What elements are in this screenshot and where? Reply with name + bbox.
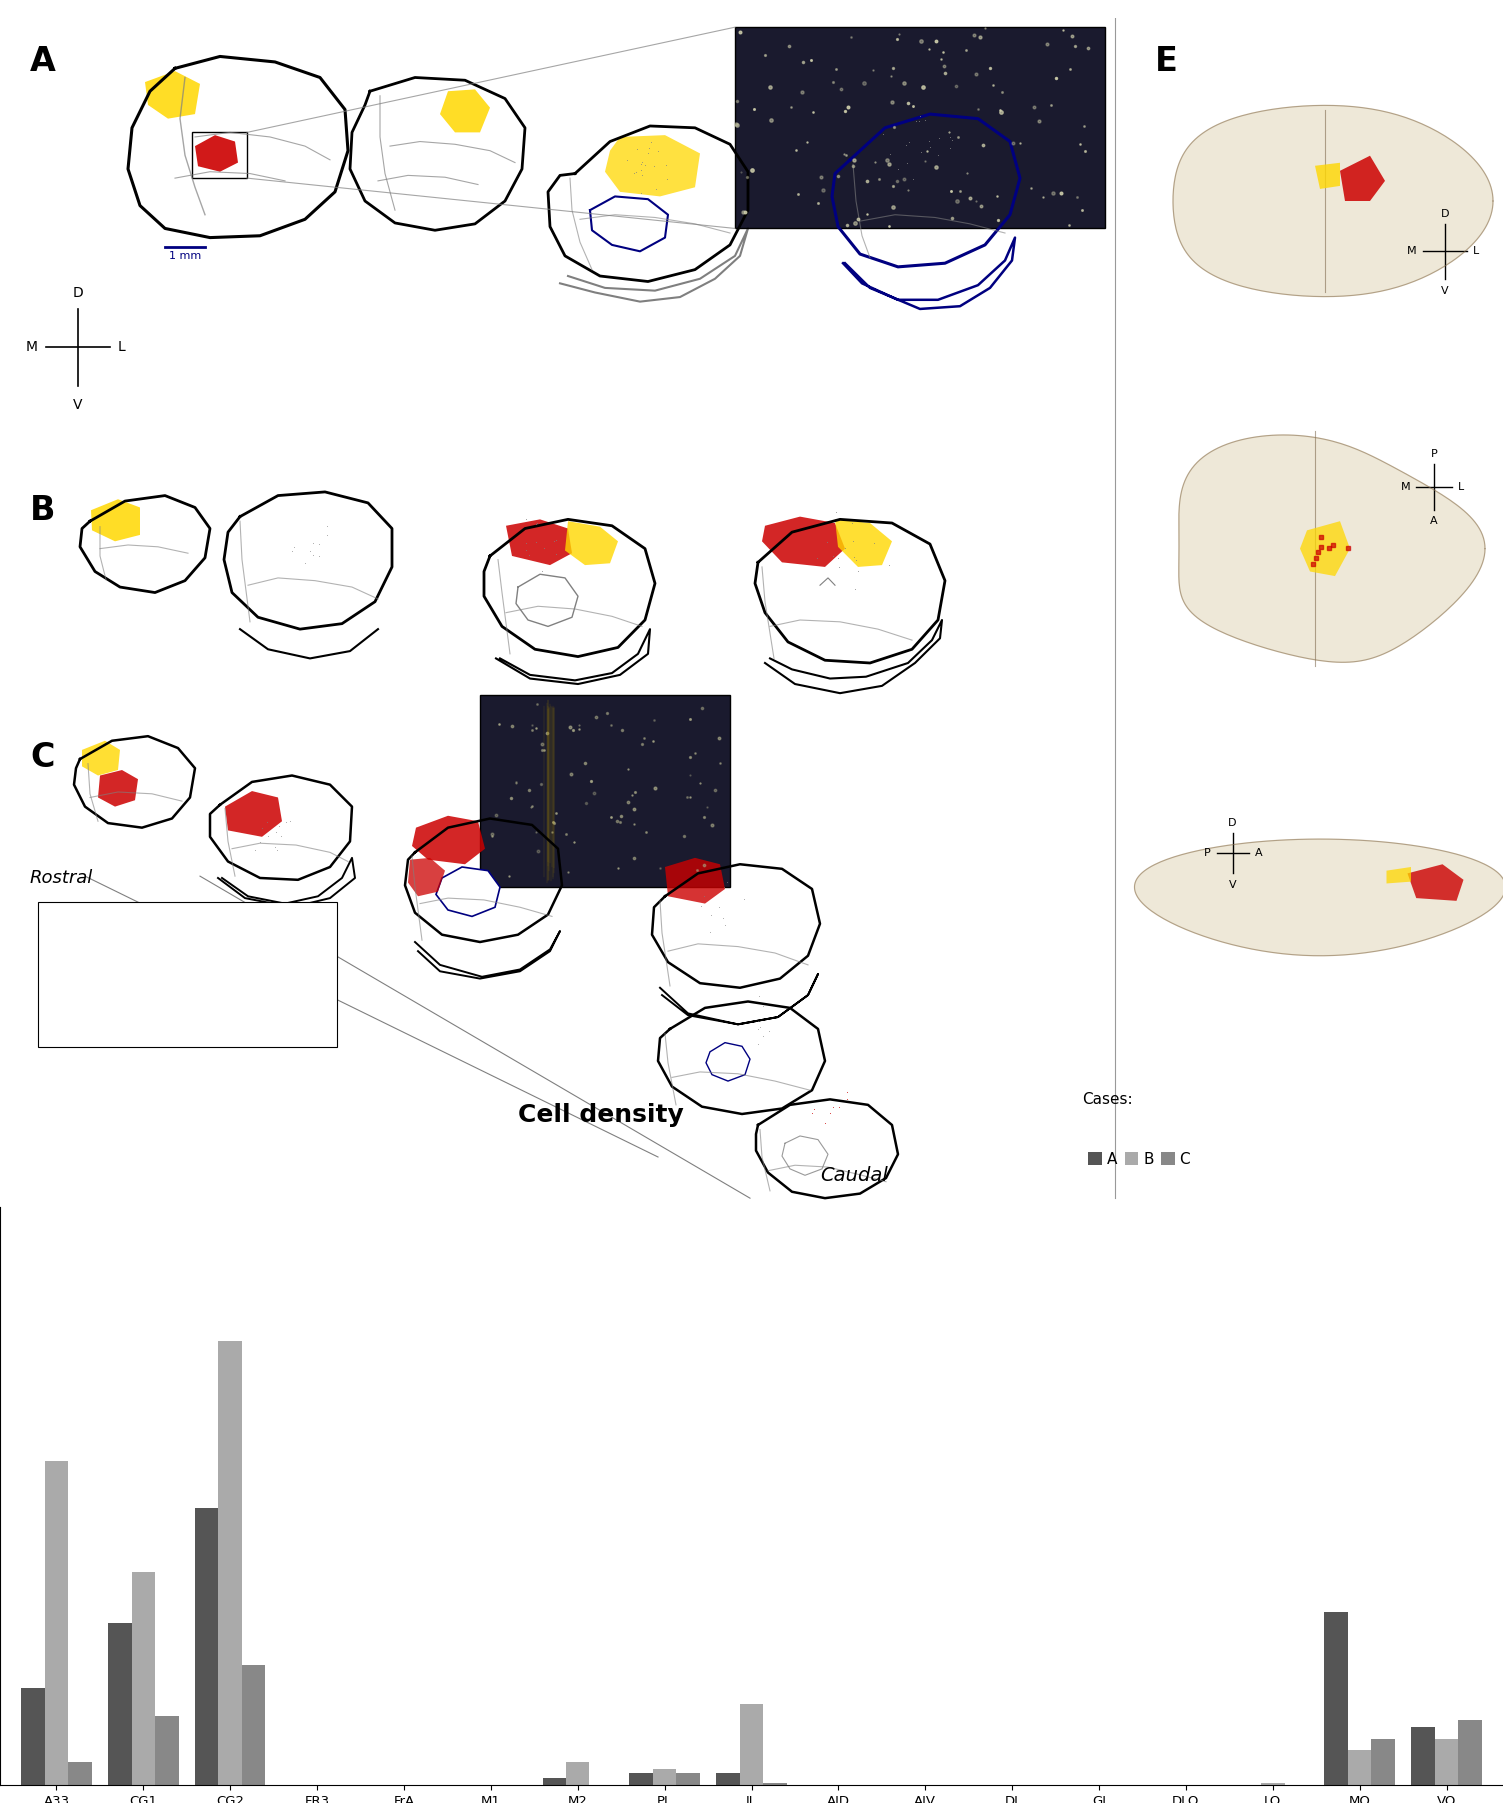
- FancyBboxPatch shape: [38, 902, 337, 1048]
- Polygon shape: [412, 815, 485, 864]
- Bar: [1348, 1751, 1371, 1785]
- Bar: [195, 1507, 218, 1785]
- Text: Cases:: Cases:: [1082, 1093, 1133, 1107]
- Bar: [543, 1778, 567, 1785]
- Polygon shape: [225, 792, 283, 837]
- Text: E: E: [1154, 45, 1178, 79]
- Polygon shape: [706, 1042, 750, 1082]
- Bar: [21, 1688, 45, 1785]
- Polygon shape: [1178, 435, 1485, 662]
- Bar: [1324, 1612, 1348, 1785]
- Polygon shape: [565, 521, 618, 564]
- Text: Caudal: Caudal: [821, 1167, 888, 1185]
- Bar: [1261, 1783, 1285, 1785]
- Text: A: A: [1431, 516, 1438, 526]
- Legend: A, B, C: A, B, C: [1082, 1145, 1196, 1174]
- Polygon shape: [848, 110, 948, 175]
- Bar: [192, 132, 246, 178]
- Polygon shape: [1386, 867, 1411, 883]
- Bar: [132, 1572, 155, 1785]
- Polygon shape: [144, 70, 200, 119]
- FancyBboxPatch shape: [479, 694, 730, 887]
- Polygon shape: [195, 135, 237, 171]
- Text: V: V: [1441, 287, 1449, 296]
- Bar: [1371, 1738, 1395, 1785]
- Text: A: A: [1255, 847, 1263, 858]
- Bar: [155, 1716, 179, 1785]
- Text: Cell density: Cell density: [519, 1103, 684, 1127]
- Text: D: D: [1441, 209, 1449, 220]
- Text: M: M: [26, 341, 38, 355]
- Polygon shape: [1172, 105, 1492, 297]
- Polygon shape: [897, 180, 951, 227]
- Polygon shape: [507, 519, 573, 564]
- Polygon shape: [1300, 521, 1350, 577]
- Bar: [630, 1774, 652, 1785]
- Polygon shape: [1135, 838, 1503, 956]
- Bar: [567, 1762, 589, 1785]
- Polygon shape: [1341, 155, 1384, 200]
- Polygon shape: [927, 110, 978, 160]
- Bar: [108, 1623, 132, 1785]
- Polygon shape: [762, 517, 845, 566]
- Text: V: V: [1228, 880, 1237, 891]
- Bar: [1411, 1727, 1435, 1785]
- Text: L: L: [1473, 247, 1479, 256]
- Text: 1 mm: 1 mm: [168, 251, 201, 261]
- Polygon shape: [606, 135, 700, 197]
- Text: L: L: [119, 341, 126, 355]
- Text: Diffuse terminal field: Diffuse terminal field: [105, 963, 251, 977]
- Text: Rostral: Rostral: [30, 869, 93, 887]
- Polygon shape: [98, 770, 138, 806]
- Text: Dense terminal field: Dense terminal field: [105, 921, 245, 936]
- Polygon shape: [1315, 162, 1341, 189]
- Bar: [218, 1341, 242, 1785]
- Polygon shape: [664, 858, 724, 903]
- Bar: [739, 1704, 764, 1785]
- Bar: [45, 1462, 68, 1785]
- Bar: [1435, 1738, 1458, 1785]
- Polygon shape: [440, 90, 490, 132]
- Text: Cell: Cell: [105, 1002, 131, 1015]
- Text: P: P: [1204, 847, 1210, 858]
- Bar: [676, 1774, 700, 1785]
- Text: D: D: [72, 287, 83, 299]
- FancyBboxPatch shape: [735, 27, 1105, 229]
- Polygon shape: [1407, 864, 1464, 902]
- Bar: [764, 1783, 786, 1785]
- Text: D: D: [1228, 819, 1237, 828]
- Polygon shape: [83, 741, 120, 775]
- Bar: [68, 1762, 92, 1785]
- Text: M: M: [1407, 247, 1417, 256]
- Bar: [1458, 1720, 1482, 1785]
- Text: L: L: [1458, 481, 1464, 492]
- Polygon shape: [92, 499, 140, 541]
- Bar: [242, 1664, 266, 1785]
- Text: #: #: [56, 1001, 68, 1017]
- Polygon shape: [407, 858, 445, 896]
- Bar: [652, 1769, 676, 1785]
- Bar: [717, 1774, 739, 1785]
- Text: P: P: [1431, 449, 1437, 460]
- Polygon shape: [436, 867, 500, 916]
- Text: V: V: [74, 398, 83, 411]
- Polygon shape: [836, 519, 891, 566]
- Text: B: B: [30, 494, 56, 526]
- Text: C: C: [30, 741, 54, 773]
- Text: M: M: [1401, 481, 1410, 492]
- Text: A: A: [30, 45, 56, 79]
